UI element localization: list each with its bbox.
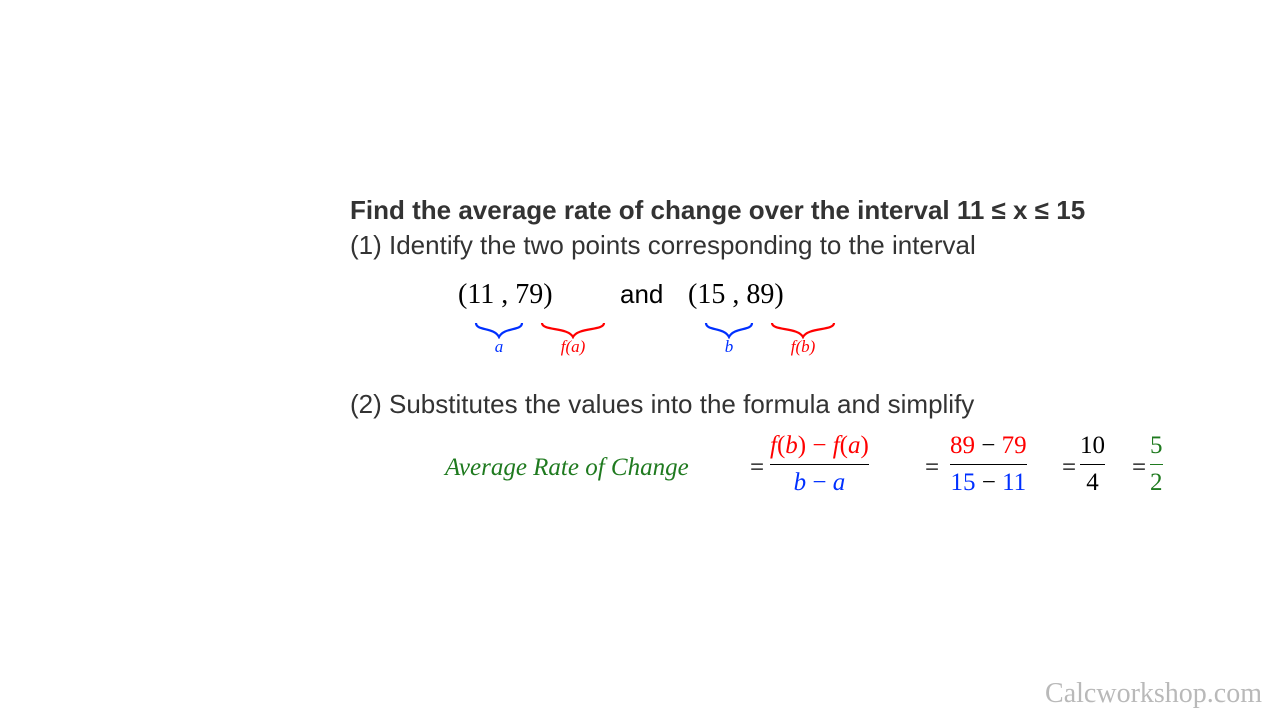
step-2-text: (2) Substitutes the values into the form… xyxy=(350,389,1250,420)
interval-text: 11 ≤ x ≤ 15 xyxy=(957,195,1085,225)
frac2-den: 15 − 11 xyxy=(950,469,1027,497)
brace-label-fb: f(b) xyxy=(770,337,836,357)
point2-y: 89 xyxy=(746,279,774,310)
fraction-final: 5 2 xyxy=(1150,432,1163,497)
aroc-label: Average Rate of Change xyxy=(445,454,689,482)
frac1-den: b − a xyxy=(770,469,869,497)
formula-row: Average Rate of Change = f(b) − f(a) b −… xyxy=(350,432,1250,532)
brace-a: a xyxy=(474,321,524,357)
frac3-den: 4 xyxy=(1080,469,1105,497)
frac1-num: f(b) − f(a) xyxy=(770,432,869,460)
point2-x: 15 xyxy=(697,279,725,310)
fraction-values: 89 − 79 15 − 11 xyxy=(950,432,1027,497)
title-prefix: Find the average rate of change over the… xyxy=(350,195,957,225)
watermark: Calcworkshop.com xyxy=(1045,678,1262,710)
point1-x: 11 xyxy=(467,279,494,310)
step-1-text: (1) Identify the two points correspondin… xyxy=(350,230,1250,261)
brace-b: b xyxy=(704,321,754,357)
brace-fa: f(a) xyxy=(540,321,606,357)
brace-fb: f(b) xyxy=(770,321,836,357)
frac4-den: 2 xyxy=(1150,469,1163,497)
point1-y: 79 xyxy=(515,279,543,310)
equals-2: = xyxy=(1062,454,1076,482)
point-1: (11 , 79) xyxy=(458,279,553,311)
equals-1: = xyxy=(925,454,939,482)
points-row: (11 , 79) and (15 , 89) a f(a) b f(b) xyxy=(430,279,1250,379)
frac4-num: 5 xyxy=(1150,432,1163,460)
equals-3: = xyxy=(1132,454,1146,482)
brace-label-a: a xyxy=(474,337,524,357)
frac2-num: 89 − 79 xyxy=(950,432,1027,460)
frac3-num: 10 xyxy=(1080,432,1105,460)
equals-0: = xyxy=(750,454,764,482)
and-word: and xyxy=(620,279,663,310)
title: Find the average rate of change over the… xyxy=(350,195,1250,226)
fraction-symbolic: f(b) − f(a) b − a xyxy=(770,432,869,497)
brace-label-b: b xyxy=(704,337,754,357)
fraction-simplified: 10 4 xyxy=(1080,432,1105,497)
brace-label-fa: f(a) xyxy=(540,337,606,357)
point-2: (15 , 89) xyxy=(688,279,784,311)
